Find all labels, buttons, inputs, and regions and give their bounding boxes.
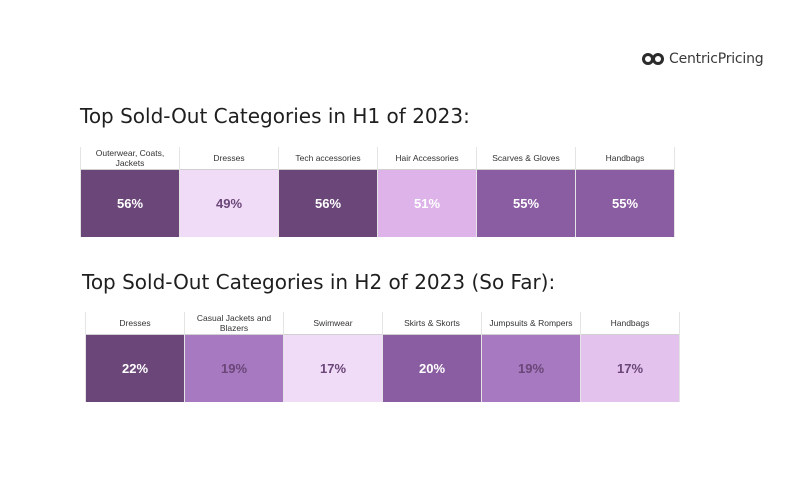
- category-column: Scarves & Gloves 55%: [476, 147, 575, 237]
- category-column: Swimwear 17%: [283, 312, 382, 402]
- category-column: Handbags 55%: [575, 147, 675, 237]
- category-header: Dresses: [180, 147, 278, 170]
- category-column: Dresses 49%: [179, 147, 278, 237]
- sold-out-table-h2: Dresses 22% Casual Jackets and Blazers 19% S…: [85, 312, 680, 402]
- category-header: Hair Accessories: [378, 147, 476, 170]
- percent-cell: 17%: [581, 335, 679, 402]
- category-header: Outerwear, Coats, Jackets: [81, 147, 179, 170]
- percent-cell: 51%: [378, 170, 476, 237]
- category-column: Hair Accessories 51%: [377, 147, 476, 237]
- double-circle-logo-icon: [642, 53, 664, 65]
- percent-cell: 22%: [86, 335, 184, 402]
- percent-cell: 19%: [185, 335, 283, 402]
- category-header: Casual Jackets and Blazers: [185, 312, 283, 335]
- brand-logo: CentricPricing: [641, 50, 764, 68]
- sold-out-table-h1: Outerwear, Coats, Jackets 56% Dresses 49% Te…: [80, 147, 675, 237]
- category-header: Dresses: [86, 312, 184, 335]
- percent-cell: 55%: [477, 170, 575, 237]
- category-column: Dresses 22%: [85, 312, 184, 402]
- category-column: Tech accessories 56%: [278, 147, 377, 237]
- category-column: Outerwear, Coats, Jackets 56%: [80, 147, 179, 237]
- category-header: Swimwear: [284, 312, 382, 335]
- category-column: Handbags 17%: [580, 312, 680, 402]
- category-column: Jumpsuits & Rompers 19%: [481, 312, 580, 402]
- brand-wordmark: CentricPricing: [669, 51, 764, 67]
- chart-title-h2: Top Sold-Out Categories in H2 of 2023 (S…: [82, 270, 556, 294]
- percent-cell: 17%: [284, 335, 382, 402]
- category-header: Handbags: [581, 312, 679, 335]
- category-column: Skirts & Skorts 20%: [382, 312, 481, 402]
- percent-cell: 49%: [180, 170, 278, 237]
- category-header: Scarves & Gloves: [477, 147, 575, 170]
- percent-cell: 56%: [81, 170, 179, 237]
- category-header: Handbags: [576, 147, 674, 170]
- chart-title-h1: Top Sold-Out Categories in H1 of 2023:: [80, 104, 470, 128]
- percent-cell: 20%: [383, 335, 481, 402]
- percent-cell: 55%: [576, 170, 674, 237]
- percent-cell: 56%: [279, 170, 377, 237]
- category-column: Casual Jackets and Blazers 19%: [184, 312, 283, 402]
- category-header: Tech accessories: [279, 147, 377, 170]
- percent-cell: 19%: [482, 335, 580, 402]
- category-header: Skirts & Skorts: [383, 312, 481, 335]
- category-header: Jumpsuits & Rompers: [482, 312, 580, 335]
